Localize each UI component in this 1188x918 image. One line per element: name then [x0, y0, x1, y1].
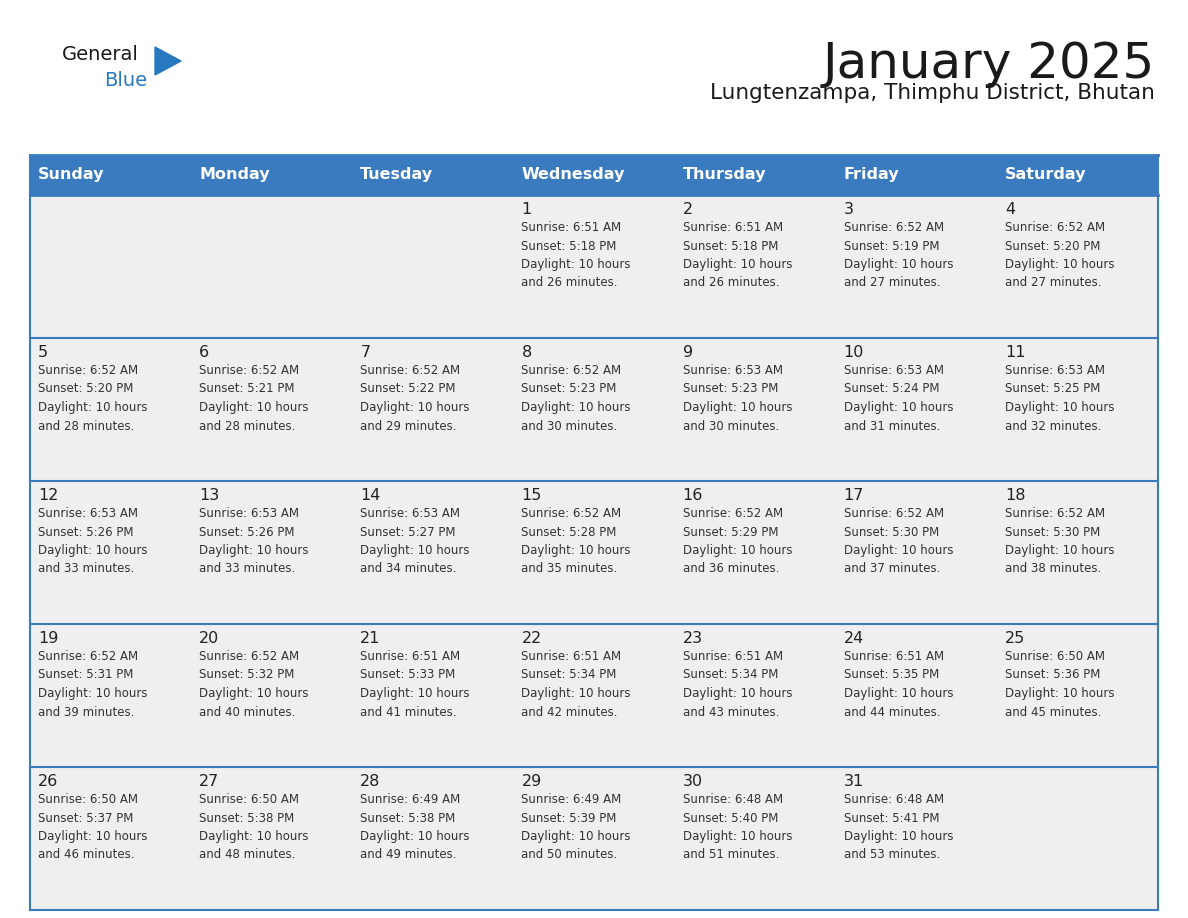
- Bar: [30, 338, 1158, 481]
- Text: Wednesday: Wednesday: [522, 167, 625, 183]
- Text: 2: 2: [683, 202, 693, 217]
- Text: Sunrise: 6:52 AM
Sunset: 5:30 PM
Daylight: 10 hours
and 37 minutes.: Sunrise: 6:52 AM Sunset: 5:30 PM Dayligh…: [843, 507, 953, 576]
- Text: 20: 20: [200, 631, 220, 646]
- Text: Sunrise: 6:53 AM
Sunset: 5:27 PM
Daylight: 10 hours
and 34 minutes.: Sunrise: 6:53 AM Sunset: 5:27 PM Dayligh…: [360, 507, 469, 576]
- Text: 4: 4: [1005, 202, 1015, 217]
- Text: 13: 13: [200, 488, 220, 503]
- Bar: [30, 481, 1158, 624]
- Text: Sunrise: 6:49 AM
Sunset: 5:39 PM
Daylight: 10 hours
and 50 minutes.: Sunrise: 6:49 AM Sunset: 5:39 PM Dayligh…: [522, 793, 631, 861]
- Text: 16: 16: [683, 488, 703, 503]
- Text: Sunrise: 6:51 AM
Sunset: 5:18 PM
Daylight: 10 hours
and 26 minutes.: Sunrise: 6:51 AM Sunset: 5:18 PM Dayligh…: [522, 221, 631, 289]
- Text: 19: 19: [38, 631, 58, 646]
- Text: Saturday: Saturday: [1005, 167, 1086, 183]
- Text: 14: 14: [360, 488, 380, 503]
- Text: 12: 12: [38, 488, 58, 503]
- Text: Sunrise: 6:51 AM
Sunset: 5:34 PM
Daylight: 10 hours
and 42 minutes.: Sunrise: 6:51 AM Sunset: 5:34 PM Dayligh…: [522, 650, 631, 719]
- Text: Sunrise: 6:49 AM
Sunset: 5:38 PM
Daylight: 10 hours
and 49 minutes.: Sunrise: 6:49 AM Sunset: 5:38 PM Dayligh…: [360, 793, 469, 861]
- Text: Sunday: Sunday: [38, 167, 105, 183]
- Text: Sunrise: 6:48 AM
Sunset: 5:41 PM
Daylight: 10 hours
and 53 minutes.: Sunrise: 6:48 AM Sunset: 5:41 PM Dayligh…: [843, 793, 953, 861]
- Text: Friday: Friday: [843, 167, 899, 183]
- Text: 7: 7: [360, 345, 371, 360]
- Text: Sunrise: 6:52 AM
Sunset: 5:32 PM
Daylight: 10 hours
and 40 minutes.: Sunrise: 6:52 AM Sunset: 5:32 PM Dayligh…: [200, 650, 309, 719]
- Text: Sunrise: 6:53 AM
Sunset: 5:23 PM
Daylight: 10 hours
and 30 minutes.: Sunrise: 6:53 AM Sunset: 5:23 PM Dayligh…: [683, 364, 792, 432]
- Bar: [30, 195, 1158, 338]
- Text: 30: 30: [683, 774, 702, 789]
- Text: 11: 11: [1005, 345, 1025, 360]
- Text: Sunrise: 6:53 AM
Sunset: 5:26 PM
Daylight: 10 hours
and 33 minutes.: Sunrise: 6:53 AM Sunset: 5:26 PM Dayligh…: [200, 507, 309, 576]
- Text: Sunrise: 6:52 AM
Sunset: 5:31 PM
Daylight: 10 hours
and 39 minutes.: Sunrise: 6:52 AM Sunset: 5:31 PM Dayligh…: [38, 650, 147, 719]
- Text: 21: 21: [360, 631, 380, 646]
- Text: Sunrise: 6:52 AM
Sunset: 5:21 PM
Daylight: 10 hours
and 28 minutes.: Sunrise: 6:52 AM Sunset: 5:21 PM Dayligh…: [200, 364, 309, 432]
- Text: 27: 27: [200, 774, 220, 789]
- Text: Tuesday: Tuesday: [360, 167, 434, 183]
- Text: Sunrise: 6:48 AM
Sunset: 5:40 PM
Daylight: 10 hours
and 51 minutes.: Sunrise: 6:48 AM Sunset: 5:40 PM Dayligh…: [683, 793, 792, 861]
- Text: Sunrise: 6:53 AM
Sunset: 5:26 PM
Daylight: 10 hours
and 33 minutes.: Sunrise: 6:53 AM Sunset: 5:26 PM Dayligh…: [38, 507, 147, 576]
- Text: Sunrise: 6:52 AM
Sunset: 5:22 PM
Daylight: 10 hours
and 29 minutes.: Sunrise: 6:52 AM Sunset: 5:22 PM Dayligh…: [360, 364, 469, 432]
- Bar: [30, 767, 1158, 910]
- Text: Sunrise: 6:52 AM
Sunset: 5:28 PM
Daylight: 10 hours
and 35 minutes.: Sunrise: 6:52 AM Sunset: 5:28 PM Dayligh…: [522, 507, 631, 576]
- Text: Sunrise: 6:52 AM
Sunset: 5:30 PM
Daylight: 10 hours
and 38 minutes.: Sunrise: 6:52 AM Sunset: 5:30 PM Dayligh…: [1005, 507, 1114, 576]
- Text: 3: 3: [843, 202, 854, 217]
- Text: Sunrise: 6:53 AM
Sunset: 5:24 PM
Daylight: 10 hours
and 31 minutes.: Sunrise: 6:53 AM Sunset: 5:24 PM Dayligh…: [843, 364, 953, 432]
- Text: Sunrise: 6:53 AM
Sunset: 5:25 PM
Daylight: 10 hours
and 32 minutes.: Sunrise: 6:53 AM Sunset: 5:25 PM Dayligh…: [1005, 364, 1114, 432]
- Text: Lungtenzampa, Thimphu District, Bhutan: Lungtenzampa, Thimphu District, Bhutan: [710, 83, 1155, 103]
- Text: Sunrise: 6:51 AM
Sunset: 5:34 PM
Daylight: 10 hours
and 43 minutes.: Sunrise: 6:51 AM Sunset: 5:34 PM Dayligh…: [683, 650, 792, 719]
- Text: 25: 25: [1005, 631, 1025, 646]
- Text: General: General: [62, 45, 139, 64]
- Text: Sunrise: 6:51 AM
Sunset: 5:35 PM
Daylight: 10 hours
and 44 minutes.: Sunrise: 6:51 AM Sunset: 5:35 PM Dayligh…: [843, 650, 953, 719]
- Text: 28: 28: [360, 774, 380, 789]
- Text: 29: 29: [522, 774, 542, 789]
- Text: Sunrise: 6:50 AM
Sunset: 5:37 PM
Daylight: 10 hours
and 46 minutes.: Sunrise: 6:50 AM Sunset: 5:37 PM Dayligh…: [38, 793, 147, 861]
- Text: Sunrise: 6:50 AM
Sunset: 5:36 PM
Daylight: 10 hours
and 45 minutes.: Sunrise: 6:50 AM Sunset: 5:36 PM Dayligh…: [1005, 650, 1114, 719]
- Text: Sunrise: 6:52 AM
Sunset: 5:29 PM
Daylight: 10 hours
and 36 minutes.: Sunrise: 6:52 AM Sunset: 5:29 PM Dayligh…: [683, 507, 792, 576]
- Text: 5: 5: [38, 345, 49, 360]
- Text: January 2025: January 2025: [823, 40, 1155, 88]
- Text: 9: 9: [683, 345, 693, 360]
- Text: 26: 26: [38, 774, 58, 789]
- Text: Sunrise: 6:51 AM
Sunset: 5:33 PM
Daylight: 10 hours
and 41 minutes.: Sunrise: 6:51 AM Sunset: 5:33 PM Dayligh…: [360, 650, 469, 719]
- Polygon shape: [154, 47, 181, 75]
- Text: Sunrise: 6:52 AM
Sunset: 5:20 PM
Daylight: 10 hours
and 27 minutes.: Sunrise: 6:52 AM Sunset: 5:20 PM Dayligh…: [1005, 221, 1114, 289]
- Text: Sunrise: 6:50 AM
Sunset: 5:38 PM
Daylight: 10 hours
and 48 minutes.: Sunrise: 6:50 AM Sunset: 5:38 PM Dayligh…: [200, 793, 309, 861]
- Bar: [30, 155, 1158, 195]
- Text: Sunrise: 6:52 AM
Sunset: 5:20 PM
Daylight: 10 hours
and 28 minutes.: Sunrise: 6:52 AM Sunset: 5:20 PM Dayligh…: [38, 364, 147, 432]
- Bar: [30, 624, 1158, 767]
- Text: 31: 31: [843, 774, 864, 789]
- Text: Sunrise: 6:52 AM
Sunset: 5:23 PM
Daylight: 10 hours
and 30 minutes.: Sunrise: 6:52 AM Sunset: 5:23 PM Dayligh…: [522, 364, 631, 432]
- Text: 22: 22: [522, 631, 542, 646]
- Text: Sunrise: 6:52 AM
Sunset: 5:19 PM
Daylight: 10 hours
and 27 minutes.: Sunrise: 6:52 AM Sunset: 5:19 PM Dayligh…: [843, 221, 953, 289]
- Text: 10: 10: [843, 345, 864, 360]
- Text: 18: 18: [1005, 488, 1025, 503]
- Text: Monday: Monday: [200, 167, 270, 183]
- Text: 24: 24: [843, 631, 864, 646]
- Text: 6: 6: [200, 345, 209, 360]
- Text: 8: 8: [522, 345, 532, 360]
- Text: 17: 17: [843, 488, 864, 503]
- Text: 15: 15: [522, 488, 542, 503]
- Text: Thursday: Thursday: [683, 167, 766, 183]
- Text: Sunrise: 6:51 AM
Sunset: 5:18 PM
Daylight: 10 hours
and 26 minutes.: Sunrise: 6:51 AM Sunset: 5:18 PM Dayligh…: [683, 221, 792, 289]
- Text: 23: 23: [683, 631, 702, 646]
- Text: 1: 1: [522, 202, 532, 217]
- Text: Blue: Blue: [105, 71, 147, 90]
